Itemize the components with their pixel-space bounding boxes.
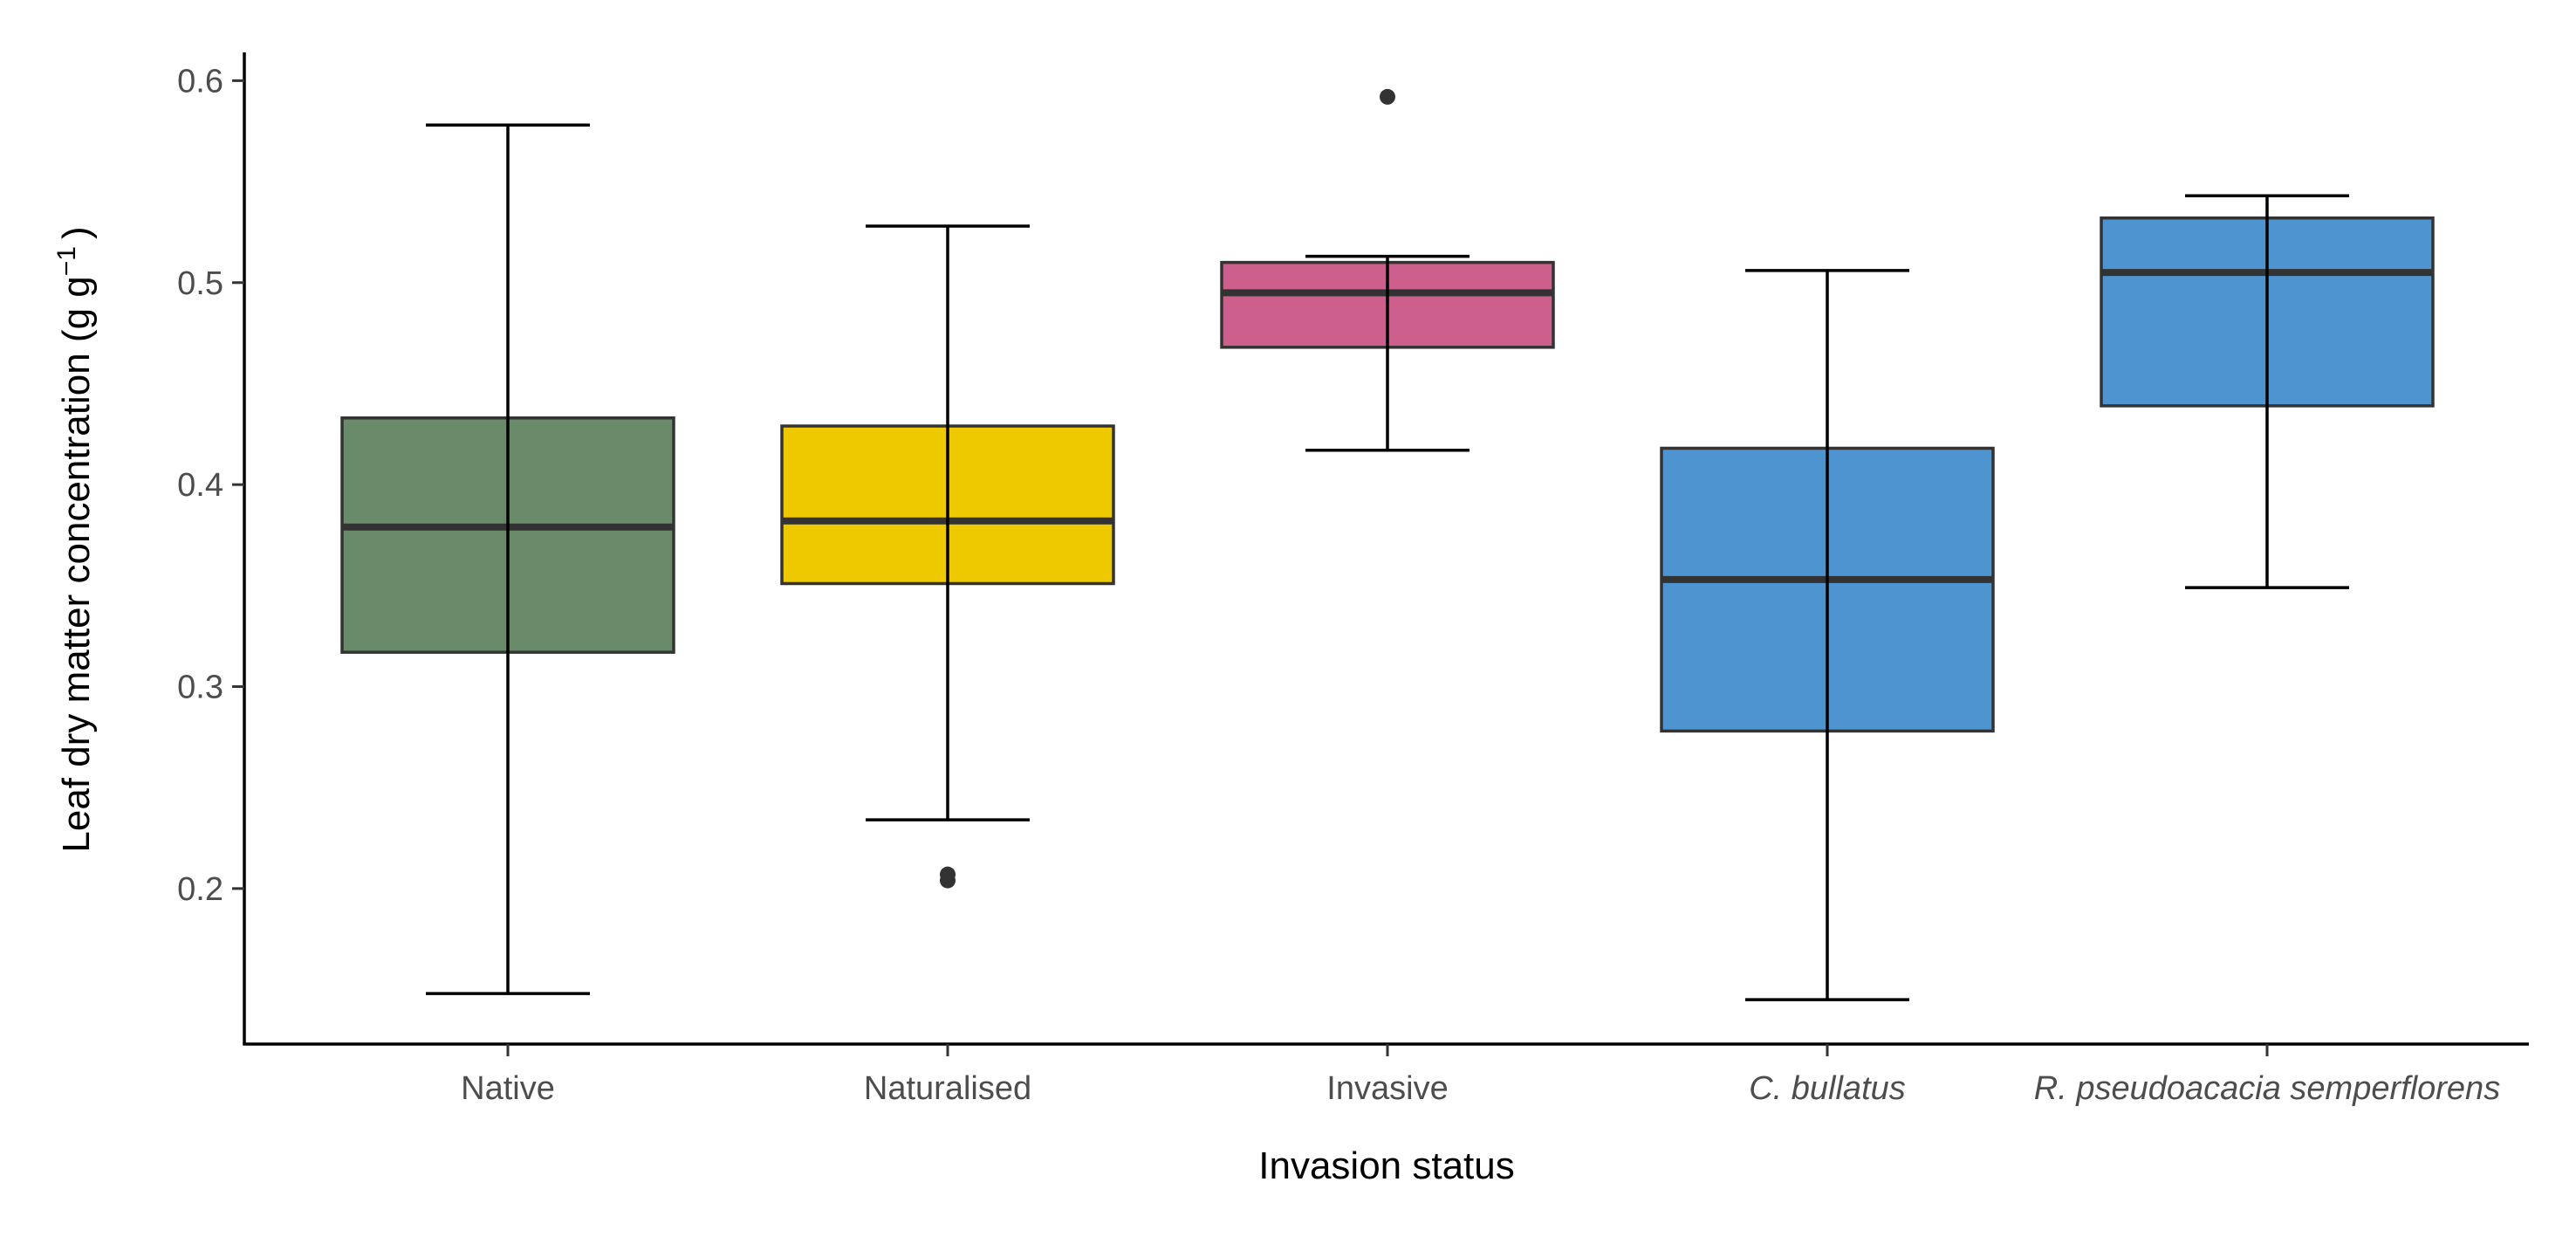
box-group [780,224,1115,889]
outlier-point [1380,88,1395,105]
y-axis-title-superscript: −1 [52,246,81,276]
x-tick-label: C. bullatus [1749,1070,1906,1107]
x-axis-ticks: Native Naturalised Invasive C. bullatus R. p… [461,1044,2500,1107]
x-tick-label: Native [461,1070,555,1107]
y-tick-label: 0.2 [177,871,223,908]
y-axis-title-main: Leaf dry matter concentration (g g [55,276,98,852]
y-tick-label: 0.3 [177,669,223,705]
plot-area [340,88,2435,1001]
y-axis-title: Leaf dry matter concentration (g g−1) [52,226,99,852]
box-group [1660,269,1995,1001]
y-tick-label: 0.4 [177,467,223,504]
x-tick-label: Naturalised [864,1070,1031,1107]
box-group [2100,194,2435,589]
x-axis-title: Invasion status [1258,1144,1515,1187]
box-group [340,123,675,995]
y-axis-title-suffix: ) [55,226,98,239]
y-axis-ticks: 0.2 0.3 0.4 0.5 0.6 [177,63,244,908]
y-tick-label: 0.5 [177,265,223,302]
box-group [1220,88,1555,452]
y-tick-label: 0.6 [177,63,223,100]
x-tick-label: Invasive [1326,1070,1448,1107]
outlier-point [940,866,956,883]
x-tick-label: R. pseudoacacia semperflorens [2034,1070,2500,1107]
